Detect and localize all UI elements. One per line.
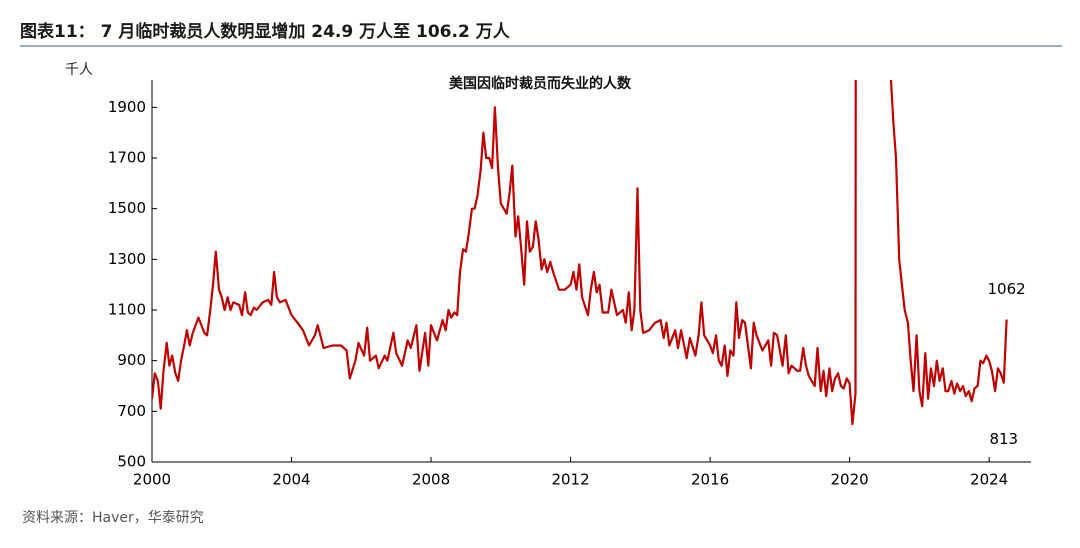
annotation: 1062 xyxy=(987,280,1025,298)
source: 资料来源：Haver，华泰研究 xyxy=(22,510,204,526)
y-tick-label: 1700 xyxy=(108,149,146,167)
y-tick-label: 1100 xyxy=(108,301,146,319)
x-tick-label: 2008 xyxy=(412,471,450,489)
x-tick-label: 2004 xyxy=(272,471,310,489)
annotation: 813 xyxy=(989,430,1018,448)
x-tick-label: 2024 xyxy=(970,471,1008,489)
x-tick-label: 2012 xyxy=(551,471,589,489)
y-unit: 千人 xyxy=(65,62,93,78)
y-tick-label: 1900 xyxy=(108,98,146,116)
line-series xyxy=(152,80,1008,426)
header: 图表11： 7 月临时裁员人数明显增加 24.9 万人至 106.2 万人 xyxy=(20,21,511,42)
chart-title: 美国因临时裁员而失业的人数 xyxy=(449,75,632,92)
x-tick-label: 2000 xyxy=(133,471,171,489)
y-tick-label: 500 xyxy=(117,453,146,471)
y-tick-label: 700 xyxy=(117,402,146,420)
y-tick-label: 1500 xyxy=(108,199,146,217)
y-tick-label: 900 xyxy=(117,351,146,369)
x-tick-label: 2016 xyxy=(691,471,729,489)
y-tick-label: 1300 xyxy=(108,250,146,268)
x-tick-label: 2020 xyxy=(831,471,869,489)
